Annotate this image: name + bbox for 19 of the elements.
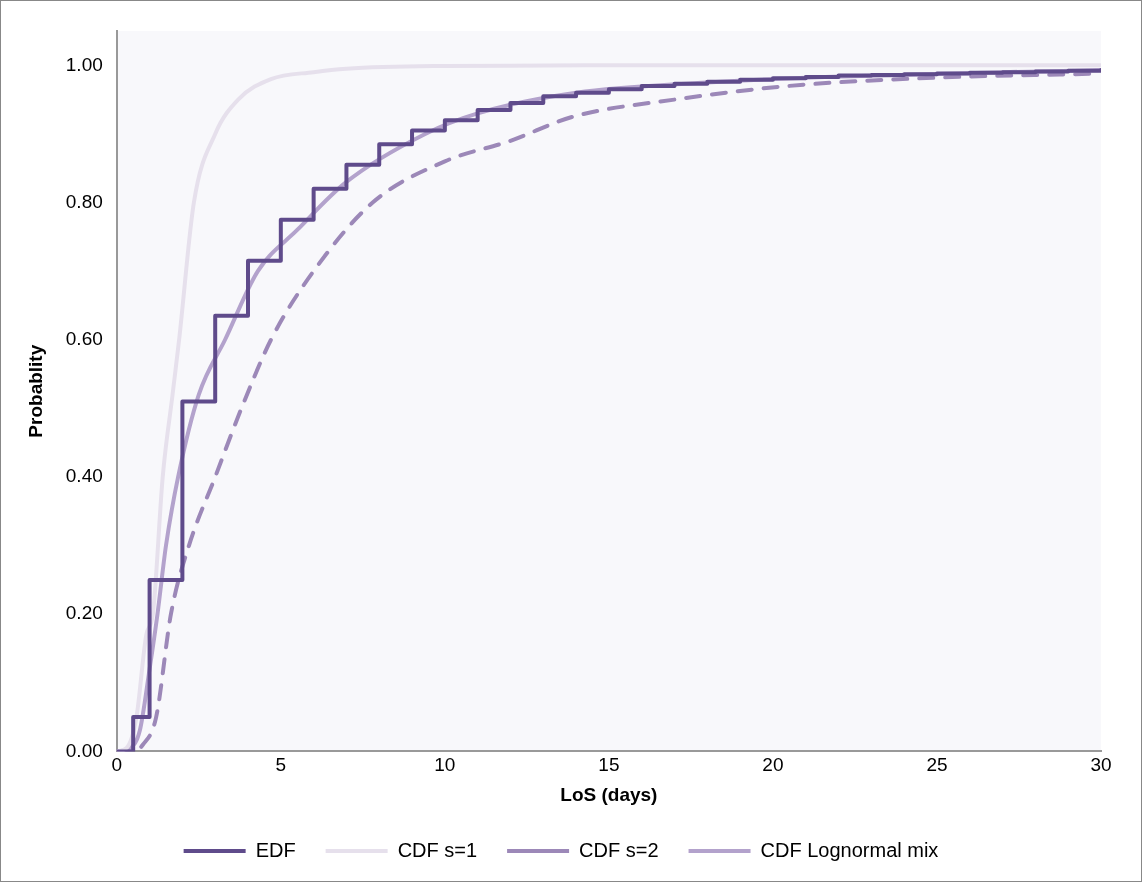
legend-label: CDF Lognormal mix [760,838,939,861]
y-tick-label: 0.40 [65,465,103,487]
legend-label: CDF s=1 [397,838,478,861]
y-tick-label: 0.00 [65,739,103,761]
y-axis-title: Probablity [24,344,46,438]
y-tick-label: 1.00 [65,53,103,75]
x-tick-label: 15 [598,754,620,776]
legend-label: CDF s=2 [579,838,659,861]
x-tick-label: 25 [926,754,948,776]
x-tick-label: 5 [275,754,287,776]
y-tick-label: 0.60 [65,327,103,349]
x-axis-title: LoS (days) [560,783,658,805]
y-tick-label: 0.80 [65,190,103,212]
legend-label: EDF [255,838,296,861]
x-tick-label: 0 [111,754,123,776]
x-tick-label: 20 [762,754,784,776]
x-tick-label: 30 [1090,754,1112,776]
y-tick-label: 0.20 [65,602,103,624]
x-tick-label: 10 [434,754,456,776]
